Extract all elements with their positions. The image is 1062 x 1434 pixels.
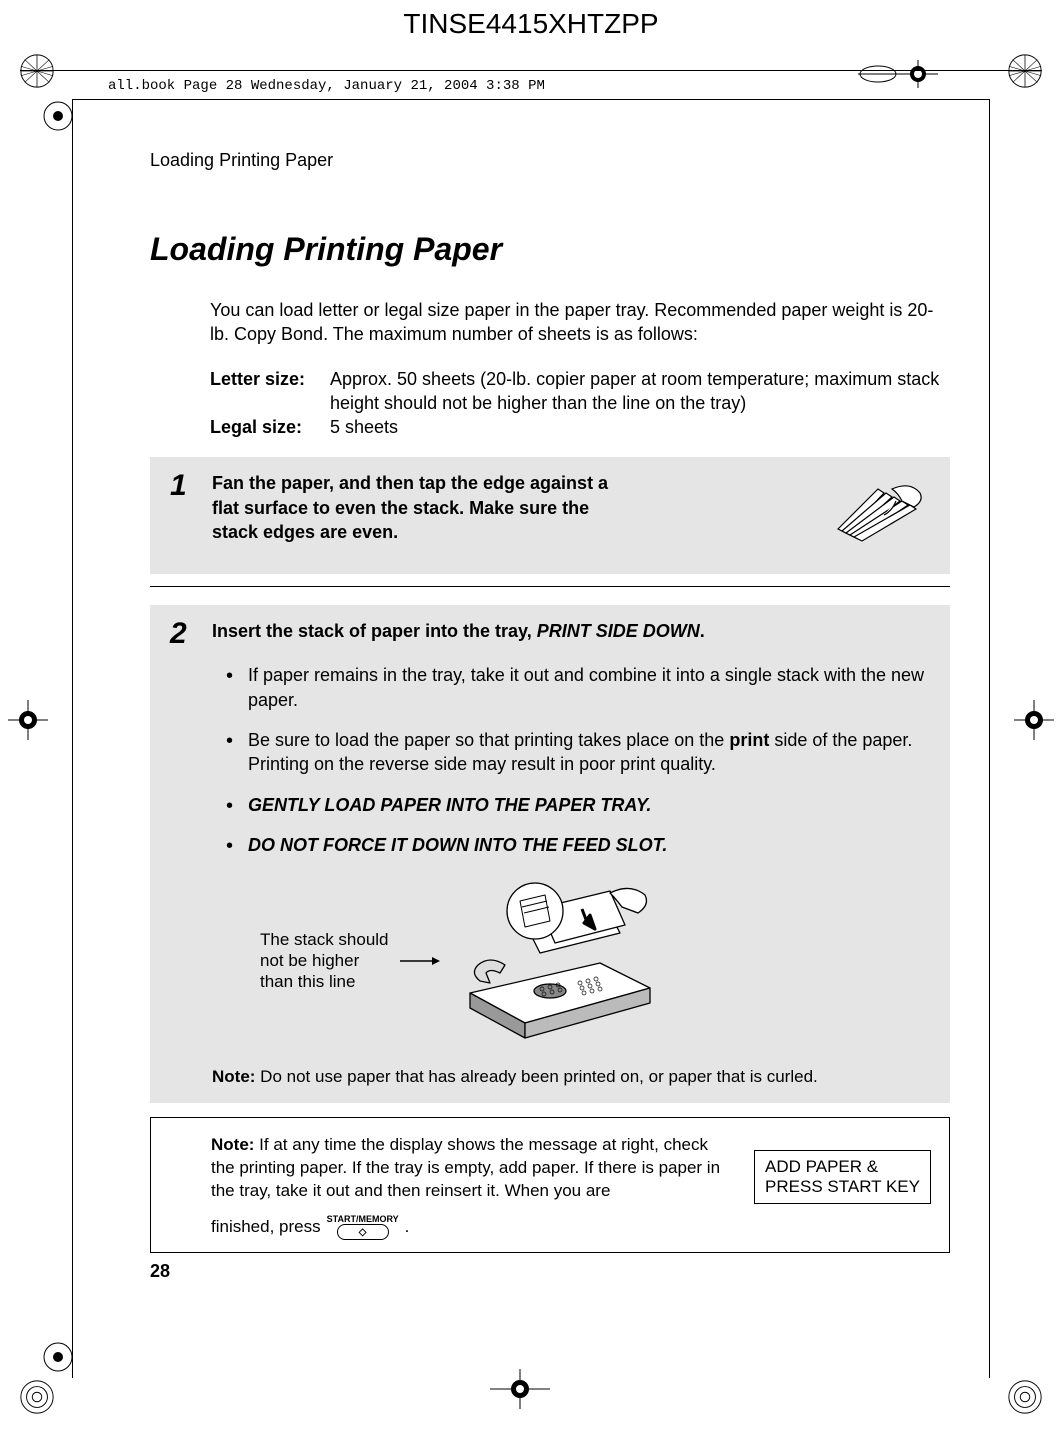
paper-sizes-table: Letter size: Approx. 50 sheets (20-lb. c… xyxy=(210,367,950,440)
figure-caption: The stack should not be higher than this… xyxy=(260,929,390,993)
fan-paper-icon xyxy=(820,471,930,556)
binder-mark-icon xyxy=(42,100,74,137)
list-item: If paper remains in the tray, take it ou… xyxy=(226,663,930,712)
note-label: Note: xyxy=(211,1135,254,1154)
page-number: 28 xyxy=(150,1261,950,1282)
step-2-text-italic: PRINT SIDE DOWN xyxy=(537,621,700,641)
running-head: Loading Printing Paper xyxy=(150,150,950,171)
step-1-block: 1 Fan the paper, and then tap the edge a… xyxy=(150,457,950,574)
bullet-text: DO NOT FORCE IT DOWN INTO THE FEED SLOT. xyxy=(248,835,667,855)
page-border xyxy=(72,99,73,1378)
note-box: Note: If at any time the display shows t… xyxy=(150,1117,950,1253)
note-label: Note: xyxy=(212,1067,255,1086)
registration-mark-icon xyxy=(1006,1378,1044,1416)
legal-size-value: 5 sheets xyxy=(330,415,950,439)
list-item: GENTLY LOAD PAPER INTO THE PAPER TRAY. xyxy=(226,793,930,817)
finish-text-pre: finished, press xyxy=(211,1217,321,1237)
key-oval: ◇ xyxy=(337,1224,389,1240)
legal-size-label: Legal size: xyxy=(210,415,330,439)
binder-mark-icon xyxy=(42,1341,74,1378)
note-box-text: Note: If at any time the display shows t… xyxy=(211,1134,730,1203)
step-number: 2 xyxy=(170,619,198,649)
bullet-text-pre: Be sure to load the paper so that printi… xyxy=(248,730,729,750)
page-content: Loading Printing Paper Loading Printing … xyxy=(150,120,950,1282)
table-row: Legal size: 5 sheets xyxy=(210,415,950,439)
step-2-note: Note: Do not use paper that has already … xyxy=(212,1066,930,1089)
step-2-text: Insert the stack of paper into the tray,… xyxy=(212,619,930,643)
registration-mark-icon xyxy=(1006,52,1044,90)
step-2-bullets: If paper remains in the tray, take it ou… xyxy=(226,663,930,857)
bullet-text: If paper remains in the tray, take it ou… xyxy=(248,665,924,709)
note-text: Do not use paper that has already been p… xyxy=(255,1067,817,1086)
finish-text-post: . xyxy=(405,1217,410,1237)
list-item: DO NOT FORCE IT DOWN INTO THE FEED SLOT. xyxy=(226,833,930,857)
table-row: Letter size: Approx. 50 sheets (20-lb. c… xyxy=(210,367,950,416)
letter-size-value: Approx. 50 sheets (20-lb. copier paper a… xyxy=(330,367,950,416)
bullet-text: GENTLY LOAD PAPER INTO THE PAPER TRAY. xyxy=(248,795,651,815)
step-2-text-suffix: . xyxy=(700,621,705,641)
arrow-right-icon xyxy=(400,955,440,967)
fax-machine-icon xyxy=(450,873,670,1048)
figure-row: The stack should not be higher than this… xyxy=(260,873,930,1048)
step-2-block: 2 Insert the stack of paper into the tra… xyxy=(150,605,950,1103)
source-file-line: all.book Page 28 Wednesday, January 21, … xyxy=(108,78,545,94)
note-body: If at any time the display shows the mes… xyxy=(211,1135,720,1200)
registration-mark-icon xyxy=(18,52,56,90)
crop-target-icon xyxy=(8,700,48,745)
crop-target-icon xyxy=(858,56,938,97)
bullet-text-bold: print xyxy=(729,730,769,750)
page-border xyxy=(989,99,990,1378)
lcd-display: ADD PAPER & PRESS START KEY xyxy=(754,1150,931,1204)
intro-paragraph: You can load letter or legal size paper … xyxy=(210,298,950,347)
page-title: Loading Printing Paper xyxy=(150,231,950,268)
step-2-text-prefix: Insert the stack of paper into the tray, xyxy=(212,621,537,641)
start-memory-key-icon: START/MEMORY ◇ xyxy=(327,1214,399,1240)
crop-target-icon xyxy=(490,1369,550,1414)
registration-mark-icon xyxy=(18,1378,56,1416)
letter-size-label: Letter size: xyxy=(210,367,330,416)
step-number: 1 xyxy=(170,471,198,501)
step-1-text: Fan the paper, and then tap the edge aga… xyxy=(212,471,632,544)
divider xyxy=(150,586,950,587)
document-code: TINSE4415XHTZPP xyxy=(0,8,1062,40)
crop-target-icon xyxy=(1014,700,1054,745)
finish-line: finished, press START/MEMORY ◇ . xyxy=(211,1214,931,1240)
list-item: Be sure to load the paper so that printi… xyxy=(226,728,930,777)
key-label: START/MEMORY xyxy=(327,1214,399,1224)
